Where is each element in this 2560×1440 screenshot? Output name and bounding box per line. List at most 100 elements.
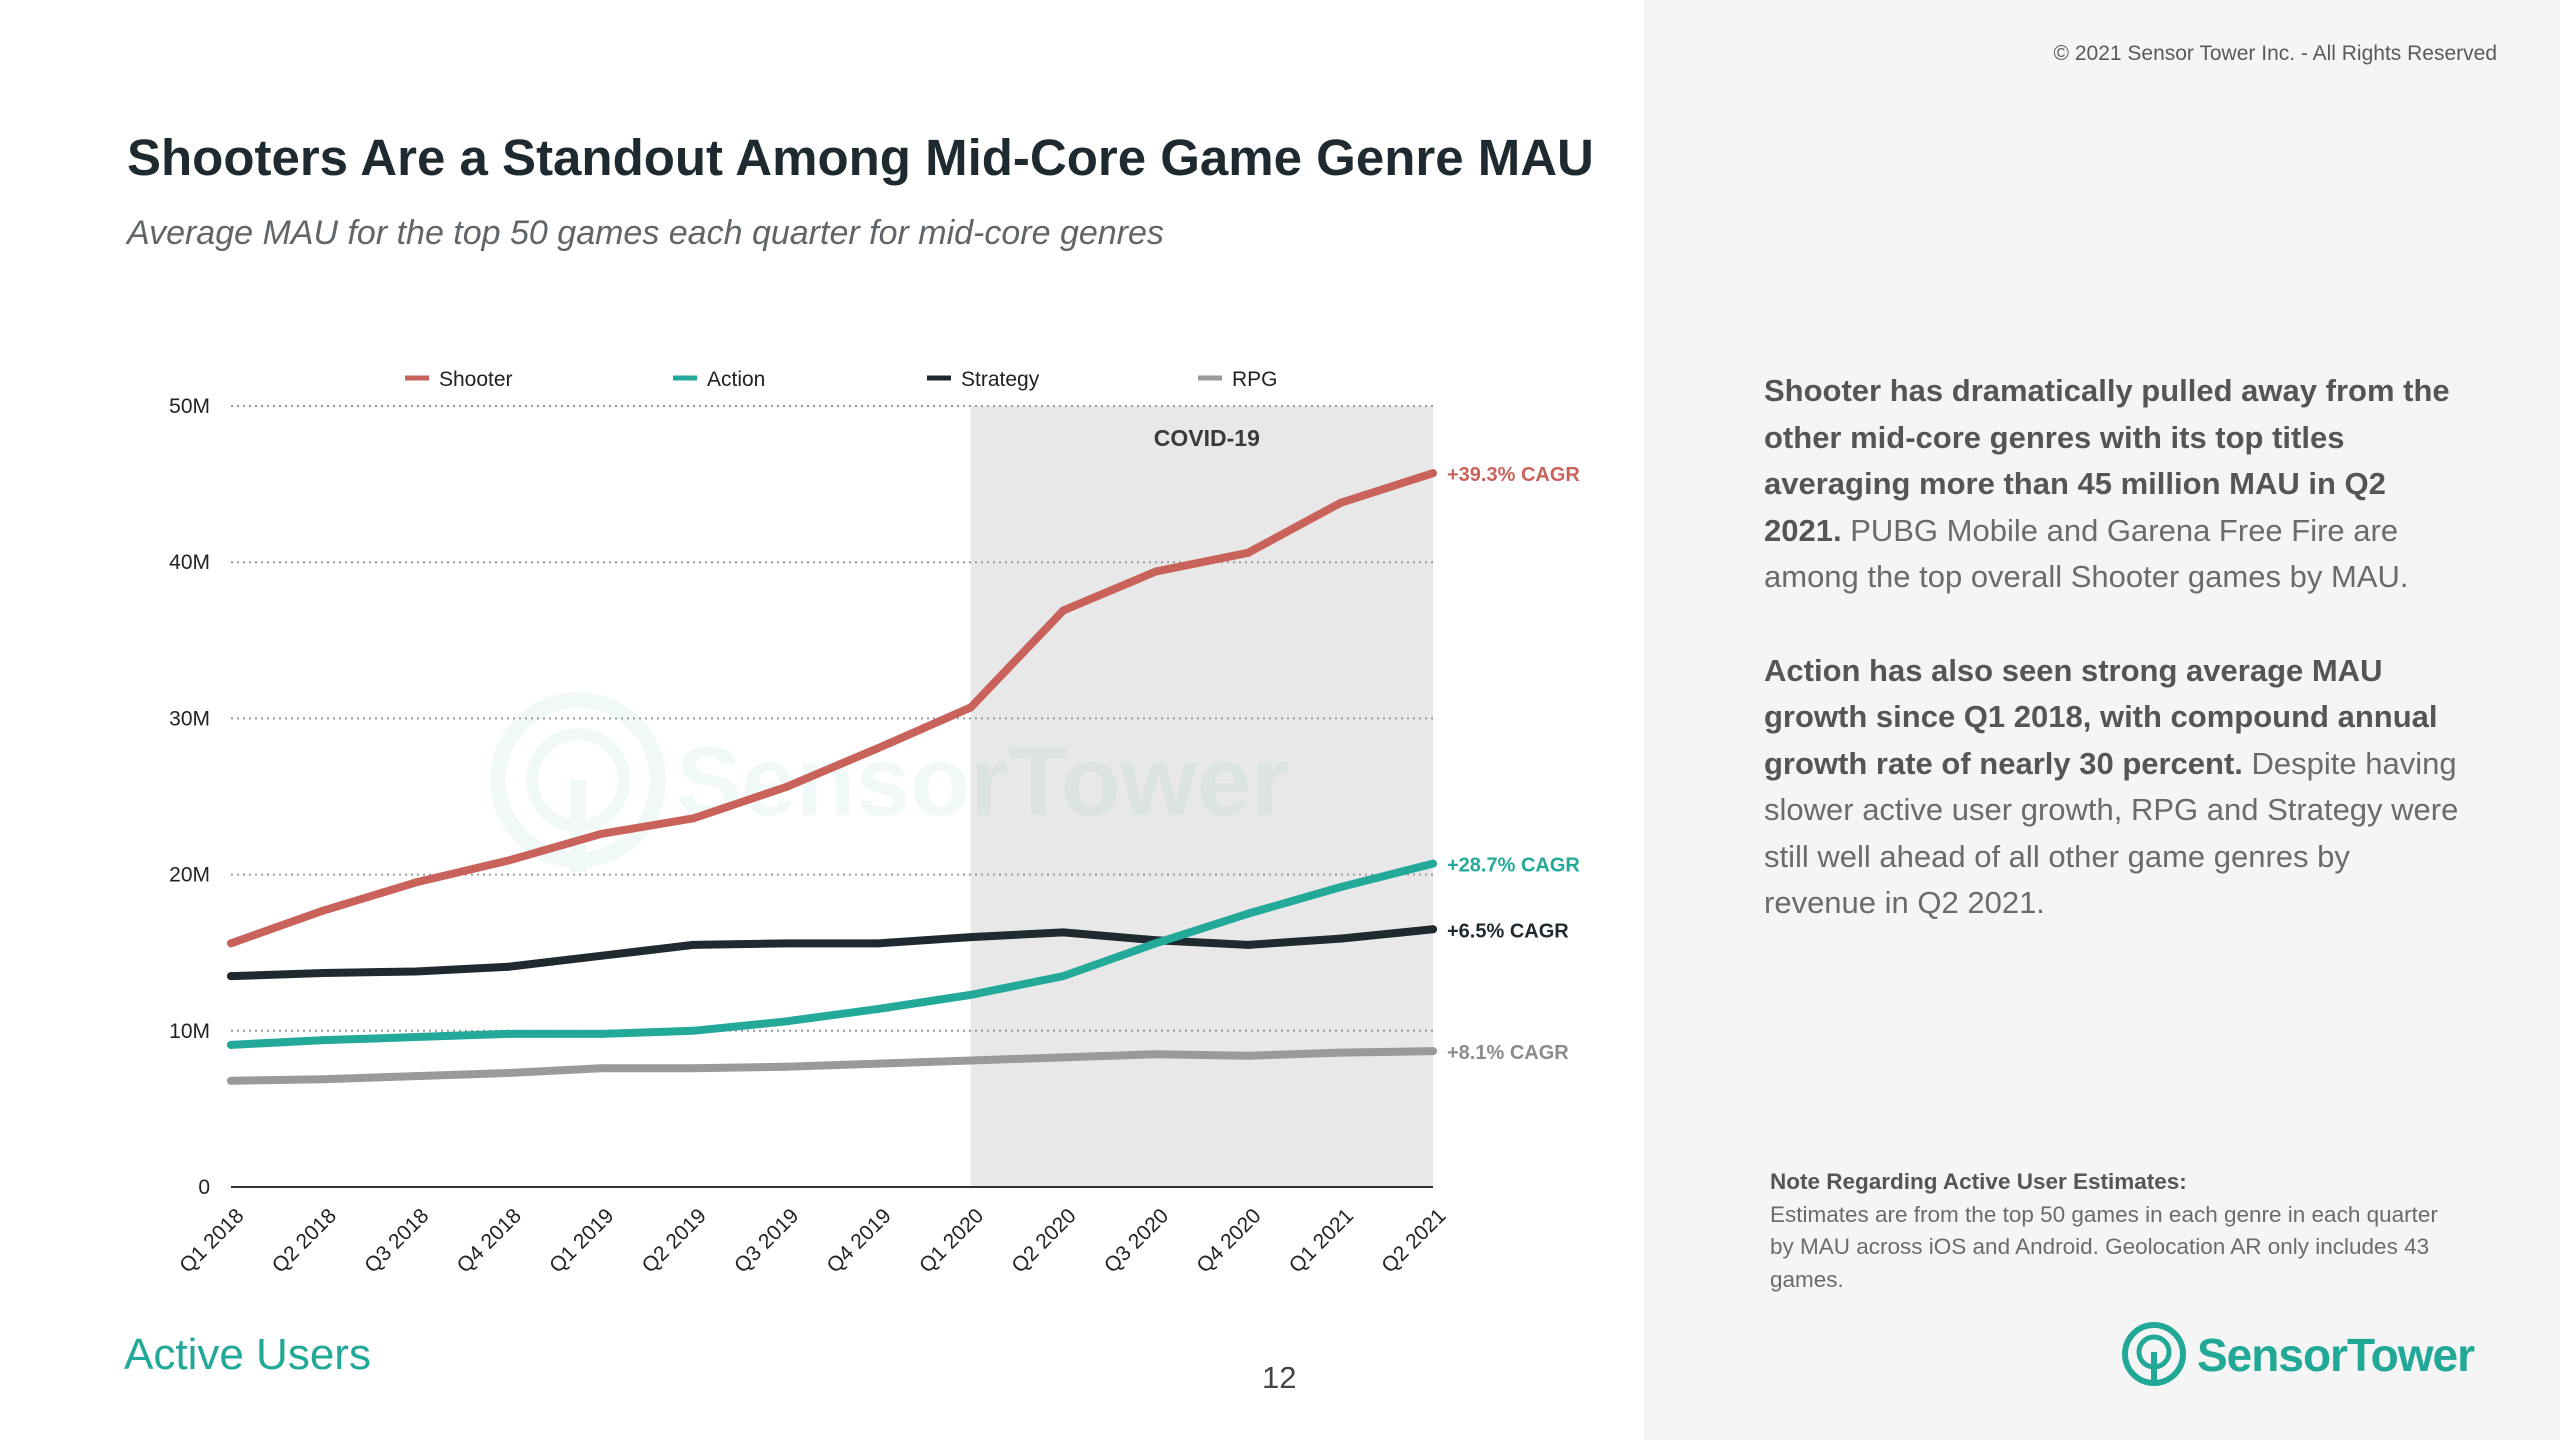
note-title: Note Regarding Active User Estimates:	[1770, 1169, 2187, 1194]
series-line-rpg	[227, 1047, 1437, 1085]
x-axis-ticks: Q1 2018 Q2 2018 Q3 2018 Q4 2018 Q1 2019 Q2 20…	[175, 1204, 1450, 1277]
y-tick-label: 0	[198, 1176, 210, 1199]
sensortower-logo: SensorTower	[2120, 1320, 2475, 1396]
data-point-shooter	[319, 906, 328, 915]
data-point-shooter	[504, 856, 513, 865]
data-point-action	[966, 990, 975, 999]
y-axis-ticks: 0 10M 20M 30M 40M 50M	[169, 395, 210, 1199]
legend-label-strategy: Strategy	[961, 368, 1040, 391]
sensortower-watermark: SensorTower	[490, 692, 1290, 872]
page-subtitle: Average MAU for the top 50 games each qu…	[127, 214, 1164, 252]
data-point-shooter	[1336, 498, 1345, 507]
commentary-shooter-text: PUBG Mobile and Garena Free Fire are amo…	[1764, 512, 2409, 595]
y-tick-label: 20M	[169, 864, 210, 887]
x-tick-label: Q1 2018	[175, 1204, 248, 1277]
x-tick-label: Q3 2018	[360, 1204, 433, 1277]
cagr-label-shooter: +39.3% CAGR	[1447, 464, 1580, 486]
data-point-shooter	[1429, 469, 1437, 478]
estimates-note: Note Regarding Active User Estimates: Es…	[1770, 1166, 2450, 1296]
x-tick-label: Q2 2021	[1377, 1204, 1450, 1277]
data-point-strategy	[781, 939, 790, 948]
legend-label-rpg: RPG	[1232, 368, 1278, 391]
chart-grid	[231, 405, 1433, 1188]
x-tick-label: Q1 2020	[915, 1204, 988, 1277]
data-point-action	[411, 1033, 420, 1042]
data-point-rpg	[596, 1064, 605, 1073]
data-point-strategy	[1244, 940, 1253, 949]
data-point-rpg	[1336, 1048, 1345, 1057]
commentary-action-text: Despite having slower active user growth…	[1764, 745, 2459, 921]
data-point-strategy	[1429, 925, 1437, 934]
data-point-strategy	[504, 962, 513, 971]
x-tick-label: Q3 2019	[730, 1204, 803, 1277]
data-point-shooter	[1151, 567, 1160, 576]
data-point-strategy	[227, 972, 235, 981]
series-line-action	[227, 859, 1437, 1049]
data-point-rpg	[1151, 1050, 1160, 1059]
section-label: Active Users	[124, 1330, 371, 1379]
data-point-shooter	[874, 744, 883, 753]
series-lines	[227, 469, 1437, 1085]
commentary-paragraph-shooter: Shooter has dramatically pulled away fro…	[1764, 368, 2464, 601]
commentary-action-bold: Action has also seen strong average MAU …	[1764, 652, 2438, 781]
y-tick-label: 30M	[169, 707, 210, 730]
y-tick-label: 40M	[169, 551, 210, 574]
data-point-rpg	[781, 1062, 790, 1071]
cagr-label-action: +28.7% CAGR	[1447, 855, 1580, 877]
commentary-paragraph-action: Action has also seen strong average MAU …	[1764, 648, 2464, 927]
data-point-strategy	[966, 933, 975, 942]
copyright-text: © 2021 Sensor Tower Inc. - All Rights Re…	[2053, 42, 2497, 65]
data-point-strategy	[874, 939, 883, 948]
data-point-action	[1336, 883, 1345, 892]
covid-label: COVID-19	[1154, 425, 1260, 451]
x-tick-label: Q3 2020	[1100, 1204, 1173, 1277]
data-point-rpg	[1059, 1053, 1068, 1062]
data-point-shooter	[966, 703, 975, 712]
data-point-strategy	[689, 940, 698, 949]
data-point-shooter	[411, 878, 420, 887]
y-tick-label: 10M	[169, 1020, 210, 1043]
commentary: Shooter has dramatically pulled away fro…	[1764, 368, 2464, 974]
sensortower-logo-icon	[2122, 1322, 2186, 1386]
data-point-strategy	[596, 951, 605, 960]
x-tick-label: Q4 2019	[823, 1204, 896, 1277]
data-point-rpg	[874, 1059, 883, 1068]
data-point-rpg	[689, 1064, 698, 1073]
data-point-rpg	[411, 1072, 420, 1081]
data-point-rpg	[1244, 1051, 1253, 1060]
data-point-action	[781, 1017, 790, 1026]
y-tick-label: 50M	[169, 395, 210, 418]
page-title: Shooters Are a Standout Among Mid-Core G…	[127, 129, 1594, 186]
data-point-action	[1429, 859, 1437, 868]
data-point-action	[1151, 939, 1160, 948]
watermark-text: SensorTower	[676, 726, 1290, 836]
data-point-strategy	[411, 967, 420, 976]
x-tick-label: Q2 2020	[1007, 1204, 1080, 1277]
data-point-rpg	[504, 1068, 513, 1077]
x-tick-label: Q4 2018	[453, 1204, 526, 1277]
legend-label-action: Action	[707, 368, 765, 391]
data-point-rpg	[966, 1056, 975, 1065]
cagr-label-rpg: +8.1% CAGR	[1447, 1042, 1569, 1064]
cagr-annotations: +8.1% CAGR +6.5% CAGR +28.7% CAGR +39.3% CA…	[1447, 464, 1580, 1064]
page-number: 12	[1262, 1360, 1297, 1395]
legend-label-shooter: Shooter	[439, 368, 513, 391]
data-point-action	[1059, 972, 1068, 981]
x-tick-label: Q2 2018	[268, 1204, 341, 1277]
data-point-action	[504, 1029, 513, 1038]
data-point-strategy	[319, 969, 328, 978]
data-point-action	[596, 1029, 605, 1038]
data-point-action	[874, 1004, 883, 1013]
data-point-action	[1244, 909, 1253, 918]
data-point-shooter	[689, 814, 698, 823]
x-tick-label: Q1 2021	[1285, 1204, 1358, 1277]
cagr-label-strategy: +6.5% CAGR	[1447, 920, 1569, 942]
note-body: Estimates are from the top 50 games in e…	[1770, 1201, 2438, 1292]
logo-wordmark: SensorTower	[2197, 1329, 2475, 1381]
data-point-rpg	[227, 1076, 235, 1085]
data-point-action	[227, 1040, 235, 1049]
x-tick-label: Q1 2019	[545, 1204, 618, 1277]
data-point-rpg	[319, 1075, 328, 1084]
side-panel	[1644, 0, 2560, 1440]
data-point-shooter	[1244, 548, 1253, 557]
